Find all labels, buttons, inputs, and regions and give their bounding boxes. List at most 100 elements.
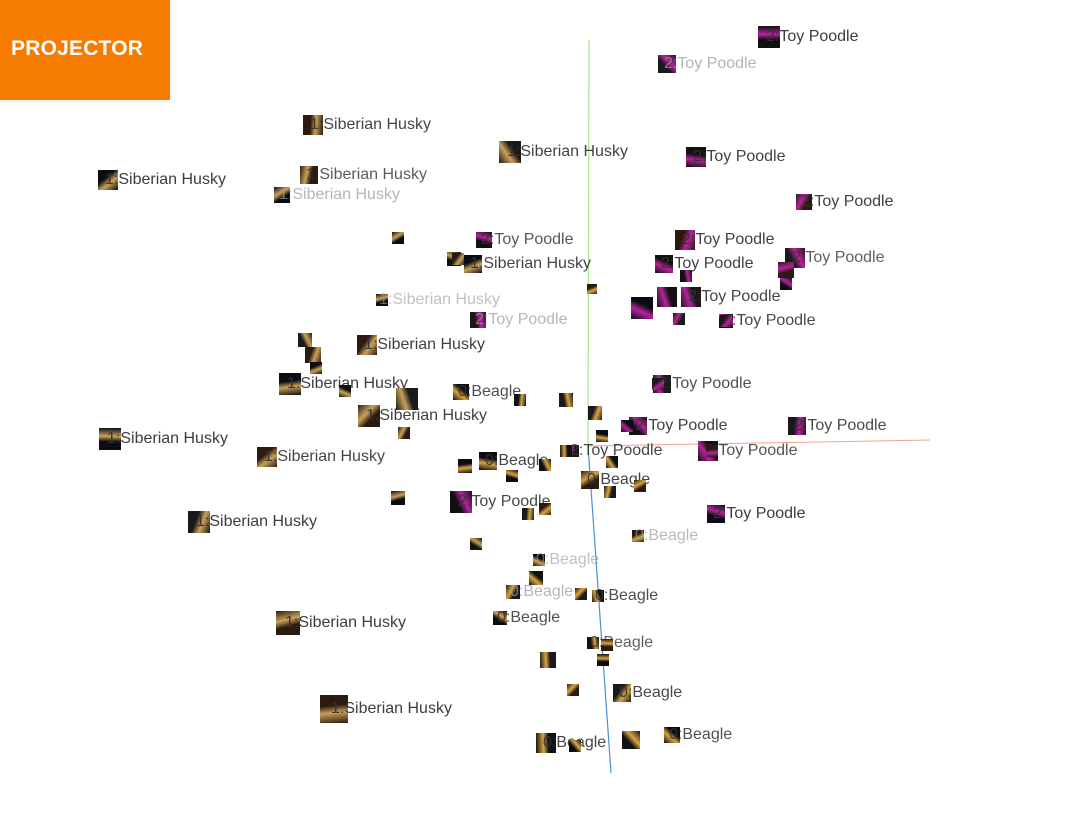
point-label: 0:Beagle: [619, 684, 683, 701]
point-thumbnail-image[interactable]: [99, 428, 121, 450]
point-thumbnail-image[interactable]: [339, 385, 351, 397]
point-thumbnail-image[interactable]: [529, 571, 543, 585]
point-thumbnail-image[interactable]: [298, 333, 312, 347]
point-thumbnail-image[interactable]: [453, 384, 469, 400]
point-thumbnail-image[interactable]: [601, 639, 613, 651]
point-thumbnail-image[interactable]: [778, 262, 794, 278]
point-thumbnail-image[interactable]: [631, 297, 653, 319]
point-label: 2:Toy Poodle: [570, 442, 663, 459]
point-thumbnail-image[interactable]: [587, 637, 599, 649]
point-thumbnail-image[interactable]: [300, 166, 318, 184]
point-thumbnail-image[interactable]: [539, 503, 551, 515]
point-thumbnail-image[interactable]: [673, 313, 685, 325]
point-thumbnail-image[interactable]: [587, 284, 597, 294]
point-label: 0:Beagle: [485, 452, 549, 469]
point-thumbnail-image[interactable]: [458, 459, 472, 473]
point-thumbnail-image[interactable]: [560, 445, 572, 457]
point-thumbnail-image[interactable]: [450, 491, 472, 513]
point-label: 0:Beagle: [595, 587, 659, 604]
point-thumbnail-image[interactable]: [634, 480, 646, 492]
point-thumbnail-image[interactable]: [540, 652, 556, 668]
point-thumbnail-image[interactable]: [398, 427, 410, 439]
point-thumbnail-image[interactable]: [559, 393, 573, 407]
point-thumbnail-image[interactable]: [499, 141, 521, 163]
point-label: 1:Siberian Husky: [364, 336, 485, 353]
point-thumbnail-image[interactable]: [257, 447, 277, 467]
point-thumbnail-image[interactable]: [657, 287, 677, 307]
point-thumbnail-image[interactable]: [613, 684, 631, 702]
point-thumbnail-image[interactable]: [597, 654, 609, 666]
point-thumbnail-image[interactable]: [470, 538, 482, 550]
point-label: 1:Siberian Husky: [331, 700, 452, 717]
point-thumbnail-image[interactable]: [479, 452, 497, 470]
point-thumbnail-image[interactable]: [276, 611, 300, 635]
point-thumbnail-image[interactable]: [632, 530, 644, 542]
point-thumbnail-image[interactable]: [533, 554, 545, 566]
point-thumbnail-image[interactable]: [664, 727, 680, 743]
point-label: 1:Siberian Husky: [379, 291, 500, 308]
point-label: 1:Siberian Husky: [196, 513, 317, 530]
point-thumbnail-image[interactable]: [396, 388, 418, 410]
point-thumbnail-image[interactable]: [539, 459, 551, 471]
point-thumbnail-image[interactable]: [606, 456, 618, 468]
point-thumbnail-image[interactable]: [506, 585, 520, 599]
point-label: 0:Beagle: [510, 583, 574, 600]
point-label: 2:Toy Poodle: [792, 249, 885, 266]
point-thumbnail-image[interactable]: [98, 170, 118, 190]
point-thumbnail-image[interactable]: [506, 470, 518, 482]
point-label: 1:Siberian Husky: [470, 255, 591, 272]
point-thumbnail-image[interactable]: [758, 26, 780, 48]
point-thumbnail-image[interactable]: [493, 611, 507, 625]
point-label: 2:Toy Poodle: [661, 255, 754, 272]
projector-tab[interactable]: PROJECTOR: [0, 0, 172, 103]
point-thumbnail-image[interactable]: [604, 486, 616, 498]
point-thumbnail-image[interactable]: [706, 445, 718, 457]
point-thumbnail-image[interactable]: [392, 232, 404, 244]
point-thumbnail-image[interactable]: [680, 270, 692, 282]
point-thumbnail-image[interactable]: [303, 115, 323, 135]
point-label: 2:Toy Poodle: [688, 288, 781, 305]
point-label: 0:Beagle: [590, 634, 654, 651]
point-thumbnail-image[interactable]: [592, 590, 604, 602]
point-thumbnail-image[interactable]: [305, 347, 321, 363]
point-thumbnail-image[interactable]: [188, 511, 210, 533]
point-label: 0:Beagle: [458, 383, 522, 400]
point-thumbnail-image[interactable]: [575, 588, 587, 600]
point-thumbnail-image[interactable]: [358, 405, 380, 427]
point-thumbnail-image[interactable]: [567, 684, 579, 696]
point-thumbnail-image[interactable]: [720, 315, 732, 327]
point-thumbnail-image[interactable]: [452, 253, 464, 265]
point-thumbnail-image[interactable]: [522, 508, 534, 520]
point-thumbnail-image[interactable]: [470, 312, 486, 328]
point-thumbnail-image[interactable]: [686, 147, 706, 167]
point-thumbnail-image[interactable]: [279, 373, 301, 395]
point-thumbnail-image[interactable]: [376, 294, 388, 306]
point-thumbnail-image[interactable]: [681, 287, 701, 307]
point-thumbnail-image[interactable]: [581, 471, 599, 489]
point-thumbnail-image[interactable]: [629, 417, 647, 435]
point-thumbnail-image[interactable]: [536, 733, 556, 753]
point-thumbnail-image[interactable]: [588, 406, 602, 420]
point-thumbnail-image[interactable]: [274, 187, 290, 203]
point-thumbnail-image[interactable]: [652, 378, 664, 390]
point-thumbnail-image[interactable]: [320, 695, 348, 723]
point-thumbnail-image[interactable]: [569, 740, 581, 752]
point-thumbnail-image[interactable]: [788, 417, 806, 435]
point-thumbnail-image[interactable]: [514, 394, 526, 406]
point-thumbnail-image[interactable]: [357, 335, 377, 355]
point-thumbnail-image[interactable]: [310, 362, 322, 374]
point-thumbnail-image[interactable]: [476, 232, 492, 248]
point-thumbnail-image[interactable]: [596, 430, 608, 442]
point-thumbnail-image[interactable]: [621, 420, 633, 432]
point-thumbnail-image[interactable]: [655, 255, 673, 273]
point-thumbnail-image[interactable]: [780, 278, 792, 290]
point-label: 2:Toy Poodle: [458, 493, 551, 510]
point-thumbnail-image[interactable]: [796, 194, 812, 210]
point-thumbnail-image[interactable]: [391, 491, 405, 505]
point-thumbnail-image[interactable]: [464, 255, 482, 273]
point-thumbnail-image[interactable]: [675, 230, 695, 250]
point-thumbnail-image[interactable]: [658, 55, 676, 73]
point-thumbnail-image[interactable]: [622, 731, 640, 749]
point-thumbnail-image[interactable]: [707, 505, 725, 523]
